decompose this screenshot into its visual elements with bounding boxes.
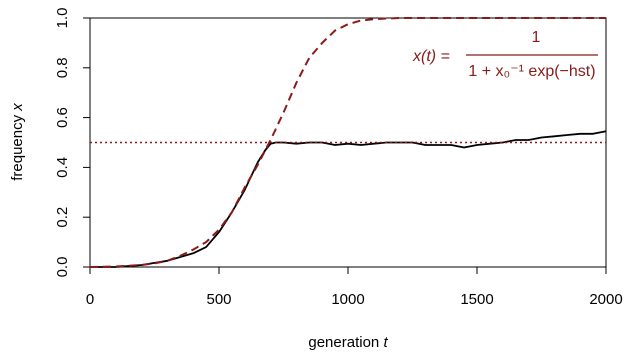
x-tick-label: 1500 [460, 291, 493, 308]
series-layer [89, 17, 607, 268]
y-tick-label: 0.2 [54, 207, 71, 228]
x-axis: 0 500 1000 1500 2000 [86, 267, 623, 308]
y-axis-label: frequency x [9, 103, 26, 181]
y-tick-label: 0.8 [54, 57, 71, 78]
x-tick-label: 1000 [331, 291, 364, 308]
equation-numerator: 1 [532, 29, 541, 46]
equation-annotation: x(t) = 1 1 + x₀⁻¹ exp(−hst) [412, 29, 598, 80]
simulation-series-line [90, 130, 607, 268]
x-tick-label: 500 [206, 291, 231, 308]
y-tick-label: 0.0 [54, 257, 71, 278]
x-tick-label: 2000 [589, 291, 622, 308]
y-tick-label: 1.0 [54, 8, 71, 29]
logistic-theory-line [89, 17, 606, 268]
y-tick-label: 0.6 [54, 107, 71, 128]
x-axis-label: generation t [308, 334, 388, 351]
y-axis: 0.0 0.2 0.4 0.6 0.8 1.0 [54, 8, 90, 278]
x-tick-label: 0 [86, 291, 94, 308]
y-tick-label: 0.4 [54, 157, 71, 178]
equation-denominator: 1 + x₀⁻¹ exp(−hst) [468, 63, 595, 80]
equation-lhs: x(t) = [412, 48, 450, 65]
